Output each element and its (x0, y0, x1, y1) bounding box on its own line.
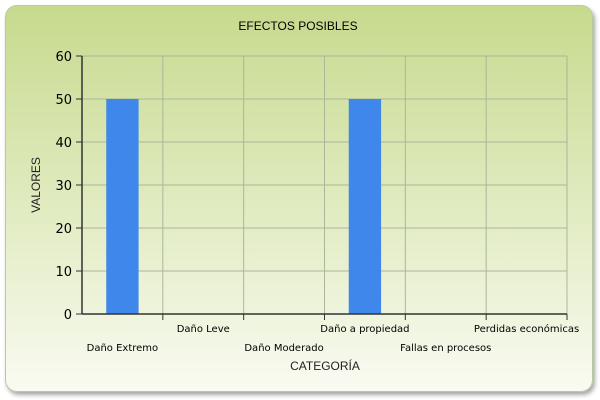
chart-panel (5, 5, 593, 392)
x-tick-label: Daño a propiedad (320, 324, 409, 335)
y-tick-labels: 0 10 20 30 40 50 60 (55, 50, 72, 323)
bar (106, 99, 139, 314)
chart-title: EFECTOS POSIBLES (238, 19, 357, 33)
bar (348, 99, 382, 314)
x-axis-title: CATEGORÍA (290, 358, 360, 373)
x-tick-label: Fallas en procesos (400, 343, 491, 354)
y-tick-label: 50 (55, 93, 72, 108)
y-tick-label: 0 (64, 308, 72, 323)
y-tick-label: 40 (55, 136, 72, 151)
x-tick-label: Perdidas económicas (474, 323, 579, 335)
x-tick-label: Daño Extremo (87, 343, 159, 354)
grid-lines (82, 55, 568, 314)
x-tick-label: Daño Leve (177, 324, 230, 335)
bars-group (106, 99, 382, 314)
y-tick-label: 20 (55, 222, 72, 237)
x-tick-labels: Daño Extremo Daño Leve Daño Moderado Daño a… (87, 323, 580, 354)
y-tick-label: 10 (55, 265, 72, 280)
y-tick-label: 30 (55, 179, 72, 194)
axes (76, 55, 568, 320)
x-tick-label: Daño Moderado (244, 343, 323, 354)
y-tick-label: 60 (55, 50, 72, 65)
y-axis-title: VALORES (29, 157, 43, 213)
